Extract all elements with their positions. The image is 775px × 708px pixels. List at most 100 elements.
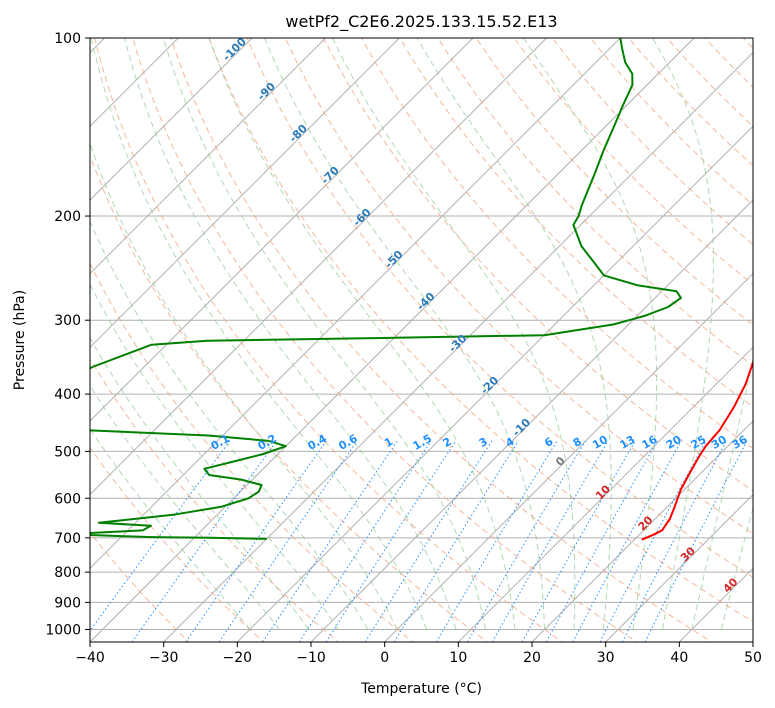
x-tick-label: −30 — [149, 650, 179, 666]
isotherm-line — [90, 38, 548, 496]
isotherm-line — [0, 11, 58, 654]
dry-adiabat-label: -30 — [446, 332, 469, 355]
mixing-ratio-line — [262, 440, 399, 642]
mixing-ratio-line — [364, 440, 493, 642]
mixing-ratio-label: 2 — [441, 435, 454, 450]
mixing-ratio-label: 20 — [664, 433, 684, 452]
plot-frame — [89, 37, 754, 643]
mixing-ratio-label: 25 — [689, 433, 709, 452]
mixing-ratio-line — [521, 440, 636, 642]
isotherm-line — [383, 272, 753, 642]
isotherm-line — [162, 51, 753, 642]
dry-adiabat-line — [589, 38, 753, 206]
series-layer — [90, 38, 753, 541]
isotherm-line — [531, 420, 753, 642]
moist-adiabat-line — [90, 337, 310, 630]
dry-adiabat-line — [90, 262, 414, 642]
mixing-ratio-line — [435, 440, 558, 642]
moist-adiabat-line — [523, 38, 658, 630]
dry-adiabat-label: -100 — [220, 35, 249, 64]
dry-adiabat-line — [666, 38, 753, 127]
mixing-ratio-line — [131, 440, 278, 642]
isotherm-line — [310, 199, 753, 642]
y-tick-label: 400 — [54, 387, 81, 403]
y-tick-label: 200 — [54, 209, 81, 225]
chart-title: wetPf2_C2E6.2025.133.15.52.E13 — [285, 12, 557, 32]
moist-adiabat-line — [208, 38, 516, 630]
y-axis-label: Pressure (hPa) — [12, 290, 28, 390]
y-tick-label: 700 — [54, 531, 81, 547]
moist-adiabat-line — [90, 384, 280, 630]
dry-adiabat-line — [361, 38, 753, 449]
moist-adiabat-line — [331, 38, 576, 630]
mixing-ratio-label: 16 — [640, 433, 660, 452]
moist-adiabat-line — [124, 38, 457, 630]
dry-adiabat-line — [170, 38, 713, 642]
y-tick-label: 500 — [54, 444, 81, 460]
y-tick-label: 300 — [54, 313, 81, 329]
dry-adiabat-line — [513, 38, 753, 286]
axis-ticks: −40 −30 −20 −10 0 10 20 30 40 5010020030040050060… — [45, 31, 762, 666]
dry-adiabat-line — [90, 446, 265, 642]
mixing-ratio-line — [393, 440, 519, 642]
moist-adiabat-line — [264, 38, 545, 630]
x-axis-label: Temperature (°C) — [360, 681, 482, 697]
dry-adiabat-line — [768, 25, 775, 645]
annotation-layer: 0.1 0.2 0.4 0.6 1 1.5 2 3 4 6 8 10 13 16 20 25 30 36-100-… — [209, 35, 750, 596]
isotherm-line — [457, 346, 753, 642]
mixing-ratio-label: 30 — [709, 433, 729, 452]
y-tick-label: 800 — [54, 565, 81, 581]
mixing-ratio-label: 13 — [618, 433, 638, 452]
dry-adiabat-line — [90, 154, 489, 642]
mixing-ratio-label: 6 — [542, 435, 555, 450]
isotherm-line — [90, 38, 327, 275]
moist-adiabat-line — [691, 356, 753, 630]
background-lines — [0, 11, 775, 654]
moist-adiabat-line — [162, 38, 487, 630]
mixing-ratio-label: 1.5 — [411, 432, 434, 453]
dry-adiabat-line — [90, 357, 340, 642]
dry-adiabat-line — [437, 38, 753, 367]
dry-adiabat-line — [132, 38, 638, 642]
moist-adiabat-line — [416, 38, 612, 630]
isotherm-line — [90, 38, 401, 349]
isotherm-line — [236, 125, 753, 642]
mixing-ratio-line — [644, 440, 748, 642]
dry-adiabat-line — [90, 531, 190, 642]
mixing-ratio-line — [467, 440, 586, 642]
isotherm-line — [752, 641, 753, 642]
dry-adiabat-label: -70 — [319, 164, 342, 187]
isotherm-line — [604, 493, 753, 642]
mixing-ratio-line — [545, 440, 658, 642]
moist-adiabat-line — [652, 38, 714, 630]
moist-adiabat-line — [90, 141, 398, 630]
dry-adiabat-line — [704, 38, 753, 88]
isotherm-line — [90, 38, 695, 642]
dewpoint-line — [90, 38, 682, 540]
mixing-ratio-line — [491, 440, 609, 642]
mixing-ratio-label: 8 — [571, 435, 584, 450]
moist-adiabat-line — [90, 427, 251, 630]
x-tick-label: −20 — [223, 650, 253, 666]
dry-adiabat-label: -40 — [414, 290, 437, 313]
mixing-ratio-line — [90, 440, 231, 632]
dry-adiabat-label: -90 — [255, 80, 278, 103]
dry-adiabat-line — [94, 38, 564, 642]
y-tick-label: 900 — [54, 595, 81, 611]
moist-adiabat-label: 10 — [593, 482, 613, 502]
dry-adiabat-label: -50 — [382, 248, 405, 271]
isotherm-line — [90, 38, 180, 128]
y-tick-label: 600 — [54, 491, 81, 507]
dry-adiabat-line — [208, 38, 753, 623]
mixing-ratio-label: 3 — [477, 435, 490, 450]
x-tick-label: 40 — [670, 650, 688, 666]
isotherm-line — [90, 38, 622, 570]
y-tick-label: 1000 — [45, 622, 81, 638]
dry-adiabat-line — [475, 38, 753, 326]
dry-adiabat-label: -10 — [510, 416, 533, 439]
x-tick-label: −10 — [296, 650, 326, 666]
dry-adiabat-label: -80 — [287, 122, 310, 145]
mixing-ratio-line — [325, 440, 457, 642]
mixing-ratio-label: 10 — [590, 433, 610, 452]
